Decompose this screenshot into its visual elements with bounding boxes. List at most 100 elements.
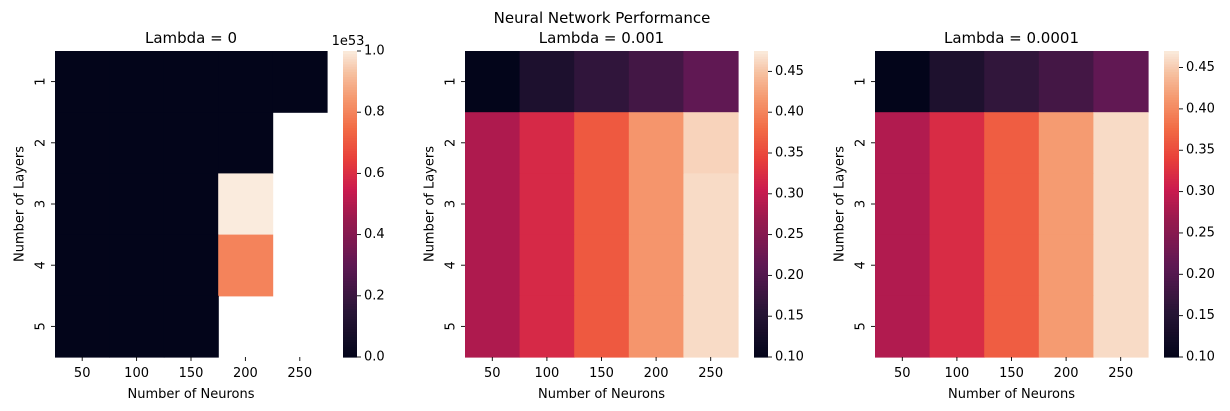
colorbar-segment	[343, 122, 357, 126]
colorbar-segment	[754, 226, 768, 231]
colorbar-segment	[754, 119, 768, 123]
colorbar-segment	[754, 132, 768, 136]
colorbar-segment	[1164, 313, 1179, 317]
colorbar-segment	[343, 191, 357, 195]
heatmap-cell	[984, 234, 1040, 297]
x-tick-label: 200	[644, 366, 669, 381]
colorbar-segment	[343, 173, 357, 177]
heatmap-cell	[1093, 234, 1149, 297]
colorbar-segment	[1164, 66, 1179, 70]
colorbar-segment	[343, 252, 357, 256]
colorbar-tick-label: 0.30	[1186, 184, 1215, 199]
colorbar-segment	[343, 130, 357, 134]
colorbar-segment	[1164, 96, 1179, 101]
colorbar-segment	[754, 354, 768, 358]
colorbar-segment	[343, 209, 357, 213]
colorbar-segment	[754, 211, 768, 215]
colorbar-segment	[754, 130, 768, 134]
colorbar-segment	[1164, 99, 1179, 103]
colorbar-segment	[754, 135, 768, 139]
colorbar-segment	[343, 155, 357, 159]
heatmap-cell	[875, 51, 931, 113]
heatmap-cell	[109, 295, 165, 358]
colorbar-segment	[343, 249, 357, 254]
colorbar-segment	[1164, 242, 1179, 246]
colorbar-segment	[343, 344, 357, 348]
colorbar-segment	[343, 326, 357, 330]
heatmap-cell	[1093, 51, 1149, 113]
colorbar-segment	[754, 153, 768, 157]
colorbar-segment	[754, 140, 768, 144]
colorbar-segment	[754, 61, 768, 65]
colorbar-segment	[754, 234, 768, 238]
colorbar-segment	[754, 198, 768, 203]
colorbar-tick-label: 0.40	[775, 105, 804, 120]
colorbar-segment	[1164, 270, 1179, 274]
colorbar-segment	[754, 155, 768, 159]
heatmap-panel-3: Lambda = 0.0001 50 100 150 200 250 Number of N…	[833, 29, 1215, 402]
heatmap-cell	[984, 112, 1040, 174]
colorbar-segment	[1164, 211, 1179, 215]
colorbar-segment	[754, 109, 768, 113]
colorbar-segment	[343, 94, 357, 98]
colorbar-segment	[343, 145, 357, 149]
colorbar-segment	[1164, 285, 1179, 289]
colorbar-segment	[754, 124, 768, 129]
colorbar-segment	[1164, 150, 1179, 154]
colorbar-segment	[754, 145, 768, 149]
x-tick-label: 50	[74, 366, 91, 381]
colorbar-segment	[1164, 109, 1179, 113]
colorbar-segment	[754, 150, 768, 154]
colorbar-segment	[343, 237, 357, 241]
colorbar-segment	[1164, 163, 1179, 167]
colorbar-segment	[754, 344, 768, 348]
heatmap-cell	[683, 234, 739, 297]
colorbar-segment	[1164, 295, 1179, 299]
colorbar-segment	[1164, 153, 1179, 157]
panel-title: Lambda = 0.001	[539, 29, 664, 47]
colorbar-segment	[343, 63, 357, 67]
colorbar-segment	[1164, 175, 1179, 180]
colorbar-segment	[343, 142, 357, 146]
heatmap-cell	[683, 173, 739, 236]
colorbar-segment	[343, 295, 357, 299]
colorbar-segment	[343, 76, 357, 80]
colorbar-segment	[754, 221, 768, 225]
colorbar-segment	[343, 346, 357, 350]
colorbar-segment	[343, 221, 357, 225]
colorbar-segment	[754, 193, 768, 197]
heatmap-cell	[109, 112, 165, 174]
colorbar-segment	[1164, 130, 1179, 134]
colorbar-segment	[754, 104, 768, 108]
heatmap-cell	[1093, 112, 1149, 174]
colorbar-segment	[754, 260, 768, 264]
colorbar-segment	[1164, 206, 1179, 210]
colorbar-tick-label: 0.25	[775, 227, 804, 242]
colorbar-segment	[1164, 201, 1179, 205]
colorbar-segment	[1164, 71, 1179, 75]
colorbar-segment	[343, 275, 357, 279]
heatmap-cell	[574, 112, 630, 174]
colorbar-segment	[343, 316, 357, 320]
colorbar-segment	[754, 73, 768, 78]
colorbar-segment	[1164, 132, 1179, 136]
colorbar-segment	[343, 339, 357, 343]
heatmap-cell	[574, 295, 630, 358]
heatmap-cell	[465, 295, 521, 358]
colorbar-segment	[1164, 198, 1179, 203]
heatmap-cell	[1038, 112, 1094, 174]
colorbar-segment	[1164, 140, 1179, 144]
colorbar-segment	[343, 153, 357, 157]
colorbar-segment	[343, 226, 357, 231]
colorbar-segment	[754, 290, 768, 294]
colorbar-segment	[754, 275, 768, 279]
colorbar-segment	[343, 334, 357, 338]
colorbar-segment	[754, 196, 768, 200]
colorbar-segment	[754, 89, 768, 93]
colorbar-segment	[1164, 186, 1179, 190]
colorbar-segment	[754, 191, 768, 195]
colorbar-segment	[754, 285, 768, 289]
colorbar-segment	[343, 290, 357, 294]
colorbar-segment	[754, 112, 768, 116]
